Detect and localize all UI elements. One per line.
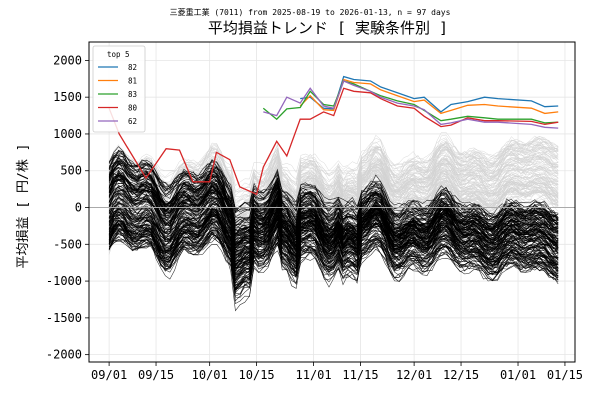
background-line-positive [108, 137, 559, 235]
y-tick-label: -500 [53, 237, 82, 251]
x-tick-label: 11/01 [296, 368, 332, 382]
background-line-negative [108, 169, 559, 273]
background-line-negative [108, 162, 559, 258]
legend-title: top 5 [107, 50, 130, 59]
y-tick-label: -1500 [46, 311, 82, 325]
legend-label-62: 62 [128, 117, 137, 126]
background-line-negative [108, 162, 559, 248]
background-line-negative [108, 155, 559, 218]
legend-items: 82 81 83 80 62 [98, 63, 138, 126]
background-line-negative [108, 169, 559, 267]
background-line-negative [108, 237, 559, 283]
x-tick-label: 09/01 [91, 368, 127, 382]
background-line-positive [108, 139, 559, 202]
x-axis-ticks: 09/01 09/15 10/01 10/15 11/01 11/15 12/01 12/15… [91, 362, 583, 382]
y-tick-label: 2000 [53, 53, 82, 67]
background-line-negative [108, 208, 559, 292]
legend-label-82: 82 [128, 63, 137, 72]
legend-label-81: 81 [128, 77, 137, 86]
y-axis-ticks: 2000 1500 1000 500 0 -500 -1000 -1500 -2000 [46, 53, 89, 362]
x-tick-label: 11/15 [342, 368, 378, 382]
background-line-negative [108, 194, 559, 236]
background-line-positive [108, 157, 559, 206]
background-line-negative [108, 225, 559, 272]
background-line-negative [108, 208, 559, 276]
background-line-negative [108, 174, 559, 243]
series-line-62 [263, 80, 559, 129]
y-tick-label: 500 [60, 164, 82, 178]
series-line-81 [299, 78, 559, 115]
background-line-negative [108, 188, 559, 239]
chart-title: 平均損益トレンド [ 実験条件別 ] [208, 19, 448, 37]
legend: top 5 82 81 83 80 62 [92, 45, 146, 133]
background-line-negative [108, 195, 559, 276]
y-tick-label: 0 [75, 201, 82, 215]
background-line-positive [108, 140, 559, 187]
x-tick-label: 12/01 [396, 368, 432, 382]
background-line-positive [108, 142, 559, 212]
background-line-negative [108, 185, 559, 228]
plot-area [88, 41, 576, 363]
y-tick-label: 1500 [53, 90, 82, 104]
background-line-negative [108, 217, 559, 266]
legend-label-83: 83 [128, 90, 137, 99]
background-line-negative [108, 208, 559, 260]
background-line-negative [108, 174, 559, 274]
chart-subtitle: 三菱重工業 (7011) from 2025-08-19 to 2026-01-… [170, 7, 451, 17]
background-line-negative [108, 233, 559, 298]
x-tick-label: 12/15 [443, 368, 479, 382]
series-line-83 [262, 80, 559, 124]
y-tick-label: -2000 [46, 348, 82, 362]
y-axis-label: 平均損益 [ 円/株 ] [16, 144, 31, 269]
series-lines [108, 75, 559, 196]
x-tick-label: 10/15 [239, 368, 275, 382]
background-line-positive [108, 137, 559, 210]
x-tick-label: 01/01 [500, 368, 536, 382]
y-tick-label: 1000 [53, 127, 82, 141]
x-tick-label: 01/15 [547, 368, 583, 382]
y-tick-label: -1000 [46, 274, 82, 288]
background-line-negative [108, 232, 559, 282]
background-line-negative [108, 201, 559, 245]
background-line-positive [108, 145, 559, 192]
legend-label-80: 80 [128, 104, 138, 113]
background-line-negative [108, 163, 559, 237]
x-tick-label: 09/15 [138, 368, 174, 382]
x-tick-label: 10/01 [192, 368, 228, 382]
background-line-negative [108, 201, 559, 281]
plot-frame [88, 41, 576, 363]
background-line-negative [108, 160, 559, 229]
